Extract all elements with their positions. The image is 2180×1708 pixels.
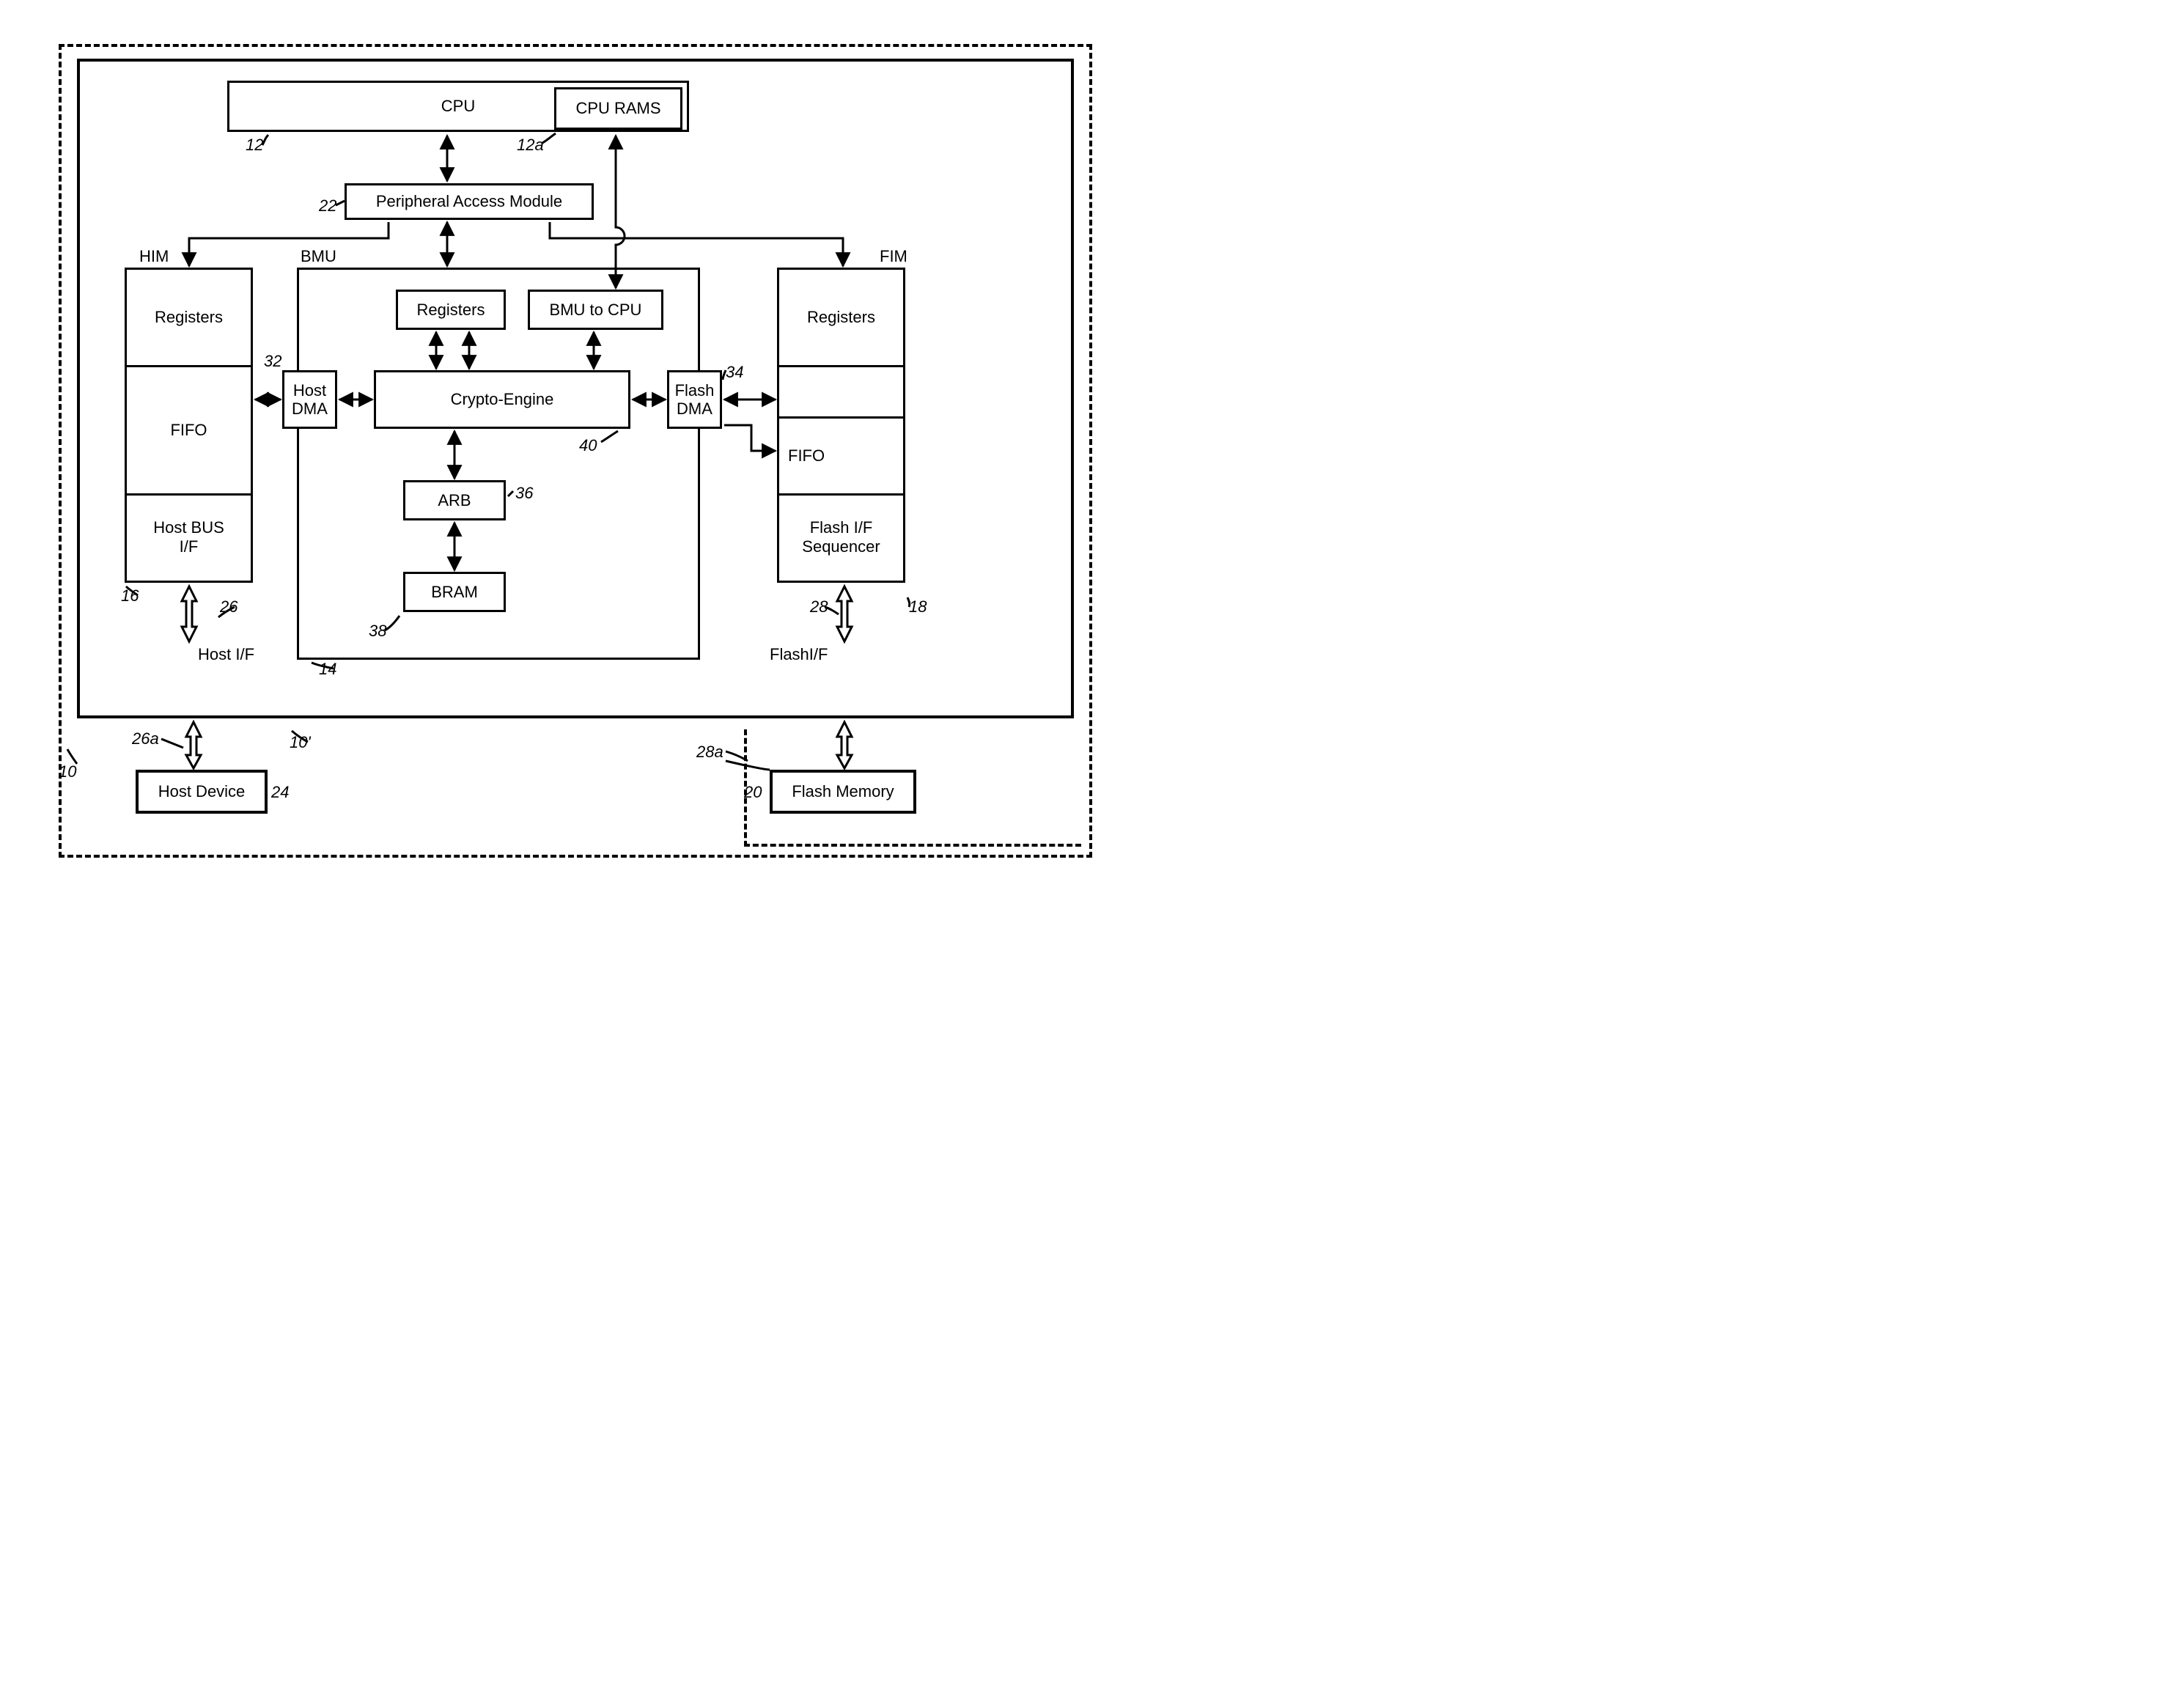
ref-38: 38: [369, 622, 386, 641]
host-device-label: Host Device: [158, 782, 246, 800]
him-hostbus: Host BUS I/F: [127, 493, 251, 578]
flash-memory-label: Flash Memory: [792, 782, 894, 800]
cpu-block: CPU CPU RAMS: [227, 81, 689, 132]
fim-block: Registers FIFO Flash I/F Sequencer: [777, 268, 905, 583]
bmu-to-cpu-label: BMU to CPU: [550, 301, 642, 319]
bmu-title: BMU: [301, 247, 336, 266]
ref-28a: 28a: [696, 743, 723, 762]
pam-block: Peripheral Access Module: [345, 183, 594, 220]
fim-title: FIM: [880, 247, 907, 266]
ref-12a: 12a: [517, 136, 544, 155]
ref-28: 28: [810, 597, 828, 616]
flash-if-label: FlashI/F: [770, 645, 828, 664]
bmu-registers-label: Registers: [417, 301, 485, 319]
cpu-rams-block: CPU RAMS: [554, 87, 682, 130]
flash-memory-block: Flash Memory: [770, 770, 916, 814]
him-fifo: FIFO: [127, 365, 251, 493]
bram-block: BRAM: [403, 572, 506, 612]
ref-26: 26: [220, 597, 237, 616]
him-title: HIM: [139, 247, 169, 266]
ref-40: 40: [579, 436, 597, 455]
him-registers: Registers: [127, 270, 251, 365]
ref-20: 20: [744, 783, 762, 802]
him-block: Registers FIFO Host BUS I/F: [125, 268, 253, 583]
host-dma-label: Host DMA: [292, 381, 328, 419]
fim-fifo: FIFO: [779, 416, 903, 493]
cpu-rams-label: CPU RAMS: [575, 99, 660, 117]
ref-18: 18: [909, 597, 927, 616]
host-dma-block: Host DMA: [282, 370, 337, 429]
ref-10: 10: [59, 762, 76, 781]
host-if-label: Host I/F: [198, 645, 254, 664]
ref-10p: 10': [290, 733, 311, 752]
fim-seq: Flash I/F Sequencer: [779, 493, 903, 578]
crypto-label: Crypto-Engine: [451, 390, 554, 408]
crypto-block: Crypto-Engine: [374, 370, 630, 429]
arb-label: ARB: [438, 491, 471, 509]
ref-24: 24: [271, 783, 289, 802]
ref-12: 12: [246, 136, 263, 155]
flash-dma-label: Flash DMA: [675, 381, 715, 419]
bmu-to-cpu-block: BMU to CPU: [528, 290, 663, 330]
diagram-canvas: CPU CPU RAMS Peripheral Access Module Re…: [29, 29, 1119, 883]
fim-registers: Registers: [779, 270, 903, 365]
ref-14: 14: [319, 660, 336, 679]
flash-dma-block: Flash DMA: [667, 370, 722, 429]
bmu-registers-block: Registers: [396, 290, 506, 330]
ref-32: 32: [264, 352, 281, 371]
ref-26a: 26a: [132, 729, 159, 748]
bram-label: BRAM: [431, 583, 478, 601]
arb-block: ARB: [403, 480, 506, 520]
ref-22: 22: [319, 196, 336, 216]
host-device-block: Host Device: [136, 770, 268, 814]
pam-label: Peripheral Access Module: [376, 192, 562, 210]
ref-36: 36: [515, 484, 533, 503]
ref-16: 16: [121, 586, 139, 605]
ref-34: 34: [726, 363, 743, 382]
